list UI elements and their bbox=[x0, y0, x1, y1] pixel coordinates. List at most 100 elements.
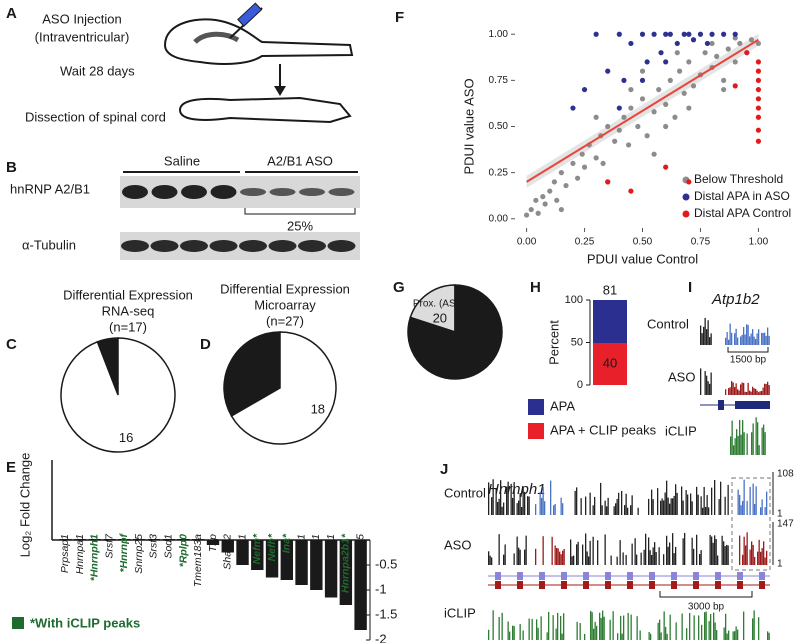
signal bbox=[761, 390, 763, 395]
point bbox=[755, 59, 762, 65]
signal bbox=[639, 630, 641, 640]
signal bbox=[758, 392, 760, 395]
signal bbox=[507, 621, 509, 640]
exon bbox=[605, 581, 611, 589]
x-tick-label: *Rplp0 bbox=[177, 534, 189, 567]
signal bbox=[716, 629, 718, 640]
signal bbox=[764, 432, 766, 455]
signal bbox=[621, 633, 623, 640]
signal bbox=[737, 337, 739, 345]
signal bbox=[501, 506, 503, 515]
point bbox=[681, 31, 687, 37]
bar bbox=[192, 539, 205, 540]
exon bbox=[715, 572, 721, 580]
scale-bar bbox=[659, 591, 753, 598]
legend-swatch bbox=[12, 617, 24, 629]
signal bbox=[618, 492, 620, 515]
signal bbox=[738, 390, 740, 395]
signal bbox=[725, 613, 727, 640]
point bbox=[593, 155, 599, 161]
signal bbox=[556, 547, 558, 565]
point bbox=[755, 96, 762, 102]
band bbox=[327, 240, 356, 252]
signal bbox=[743, 432, 745, 455]
signal bbox=[660, 632, 662, 640]
point bbox=[709, 40, 715, 47]
signal bbox=[624, 505, 626, 515]
signal bbox=[764, 383, 766, 395]
point bbox=[644, 59, 650, 65]
bracket bbox=[244, 208, 356, 215]
signal bbox=[604, 500, 606, 515]
signal bbox=[492, 610, 494, 640]
signal bbox=[706, 495, 708, 515]
scale-label: 1500 bp bbox=[730, 355, 767, 366]
tracks bbox=[488, 317, 770, 640]
y-tick-label: 0.25 bbox=[489, 167, 509, 178]
signal bbox=[589, 492, 591, 515]
signal bbox=[746, 532, 748, 565]
signal bbox=[711, 487, 713, 515]
signal bbox=[590, 610, 592, 640]
signal bbox=[640, 552, 642, 565]
point bbox=[755, 138, 762, 144]
signal bbox=[735, 328, 737, 345]
signal bbox=[707, 320, 709, 345]
signal bbox=[707, 381, 709, 395]
exon bbox=[517, 581, 523, 589]
signal bbox=[742, 554, 744, 565]
chart-subtitle: RNA-seq bbox=[102, 303, 155, 318]
x-tick-label: *Hnrnph1 bbox=[89, 534, 101, 581]
gene-name: Atp1b2 bbox=[711, 291, 760, 308]
signal bbox=[749, 390, 751, 395]
bar bbox=[339, 540, 353, 605]
signal bbox=[663, 554, 665, 565]
point bbox=[554, 197, 560, 203]
y-axis-label: PDUI value ASO bbox=[461, 78, 476, 174]
signal bbox=[516, 503, 518, 515]
signal bbox=[676, 492, 678, 515]
signal bbox=[625, 554, 627, 565]
point bbox=[672, 114, 678, 120]
signal bbox=[592, 536, 594, 565]
signal bbox=[561, 633, 563, 640]
x-tick-label: Nefh* bbox=[266, 533, 278, 561]
band bbox=[122, 185, 148, 199]
signal bbox=[512, 625, 514, 640]
signal bbox=[673, 495, 675, 515]
signal bbox=[577, 541, 579, 565]
point bbox=[686, 179, 692, 185]
x-axis-label: PDUI value Control bbox=[587, 251, 698, 266]
signal bbox=[757, 422, 759, 455]
signal bbox=[570, 539, 572, 565]
bar bbox=[295, 540, 308, 585]
panel-label: H bbox=[530, 279, 541, 296]
bar bbox=[251, 540, 264, 570]
signal bbox=[734, 631, 736, 640]
signal bbox=[725, 389, 727, 395]
signal bbox=[528, 496, 530, 515]
bar bbox=[73, 539, 87, 540]
signal bbox=[727, 545, 729, 565]
signal bbox=[573, 555, 575, 565]
signal bbox=[560, 554, 562, 565]
signal bbox=[742, 420, 744, 455]
row-label: α-Tubulin bbox=[22, 237, 76, 252]
exon bbox=[495, 581, 501, 589]
signal bbox=[672, 533, 674, 565]
signal bbox=[740, 336, 742, 345]
signal bbox=[627, 507, 629, 515]
signal bbox=[727, 484, 729, 515]
signal bbox=[609, 619, 611, 640]
signal bbox=[524, 491, 526, 515]
legend-label: Distal APA in ASO bbox=[694, 189, 790, 203]
signal bbox=[617, 633, 619, 640]
range-label: 108 bbox=[777, 469, 794, 480]
signal bbox=[562, 503, 564, 515]
signal bbox=[706, 329, 708, 345]
exon bbox=[718, 400, 724, 410]
x-tick-label: Tmem183a bbox=[192, 534, 204, 587]
signal bbox=[724, 546, 726, 565]
signal bbox=[657, 622, 659, 640]
signal bbox=[714, 479, 716, 515]
